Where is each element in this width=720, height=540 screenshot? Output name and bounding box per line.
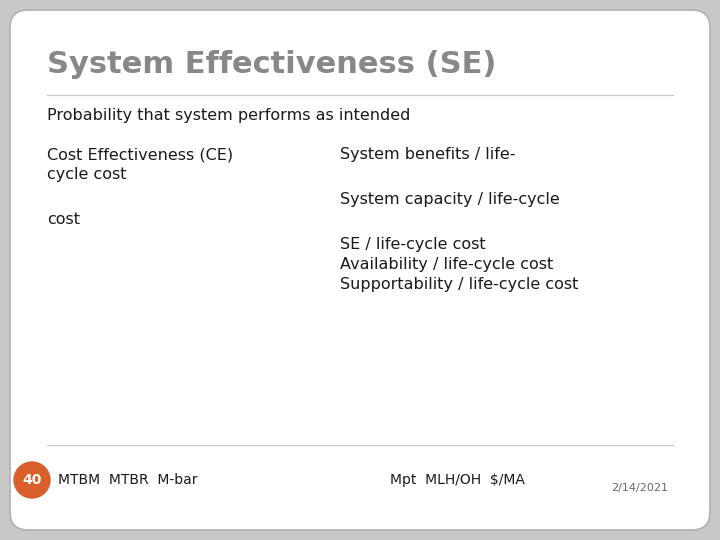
Text: Cost Effectiveness (CE): Cost Effectiveness (CE) [47, 147, 233, 162]
Text: MTBM  MTBR  M-bar: MTBM MTBR M-bar [58, 473, 197, 487]
Text: SE / life-cycle cost: SE / life-cycle cost [340, 237, 485, 252]
Text: cost: cost [47, 212, 80, 227]
Text: System Effectiveness (SE): System Effectiveness (SE) [47, 50, 496, 79]
Text: Availability / life-cycle cost: Availability / life-cycle cost [340, 257, 553, 272]
FancyBboxPatch shape [10, 10, 710, 530]
Text: Mpt  MLH/OH  $/MA: Mpt MLH/OH $/MA [390, 473, 525, 487]
Text: 40: 40 [22, 473, 42, 487]
Circle shape [14, 462, 50, 498]
Text: Probability that system performs as intended: Probability that system performs as inte… [47, 108, 410, 123]
Text: 2/14/2021: 2/14/2021 [611, 483, 668, 493]
Text: System benefits / life-: System benefits / life- [340, 147, 516, 162]
Text: cycle cost: cycle cost [47, 167, 127, 182]
Text: Supportability / life-cycle cost: Supportability / life-cycle cost [340, 277, 578, 292]
Text: System capacity / life-cycle: System capacity / life-cycle [340, 192, 559, 207]
